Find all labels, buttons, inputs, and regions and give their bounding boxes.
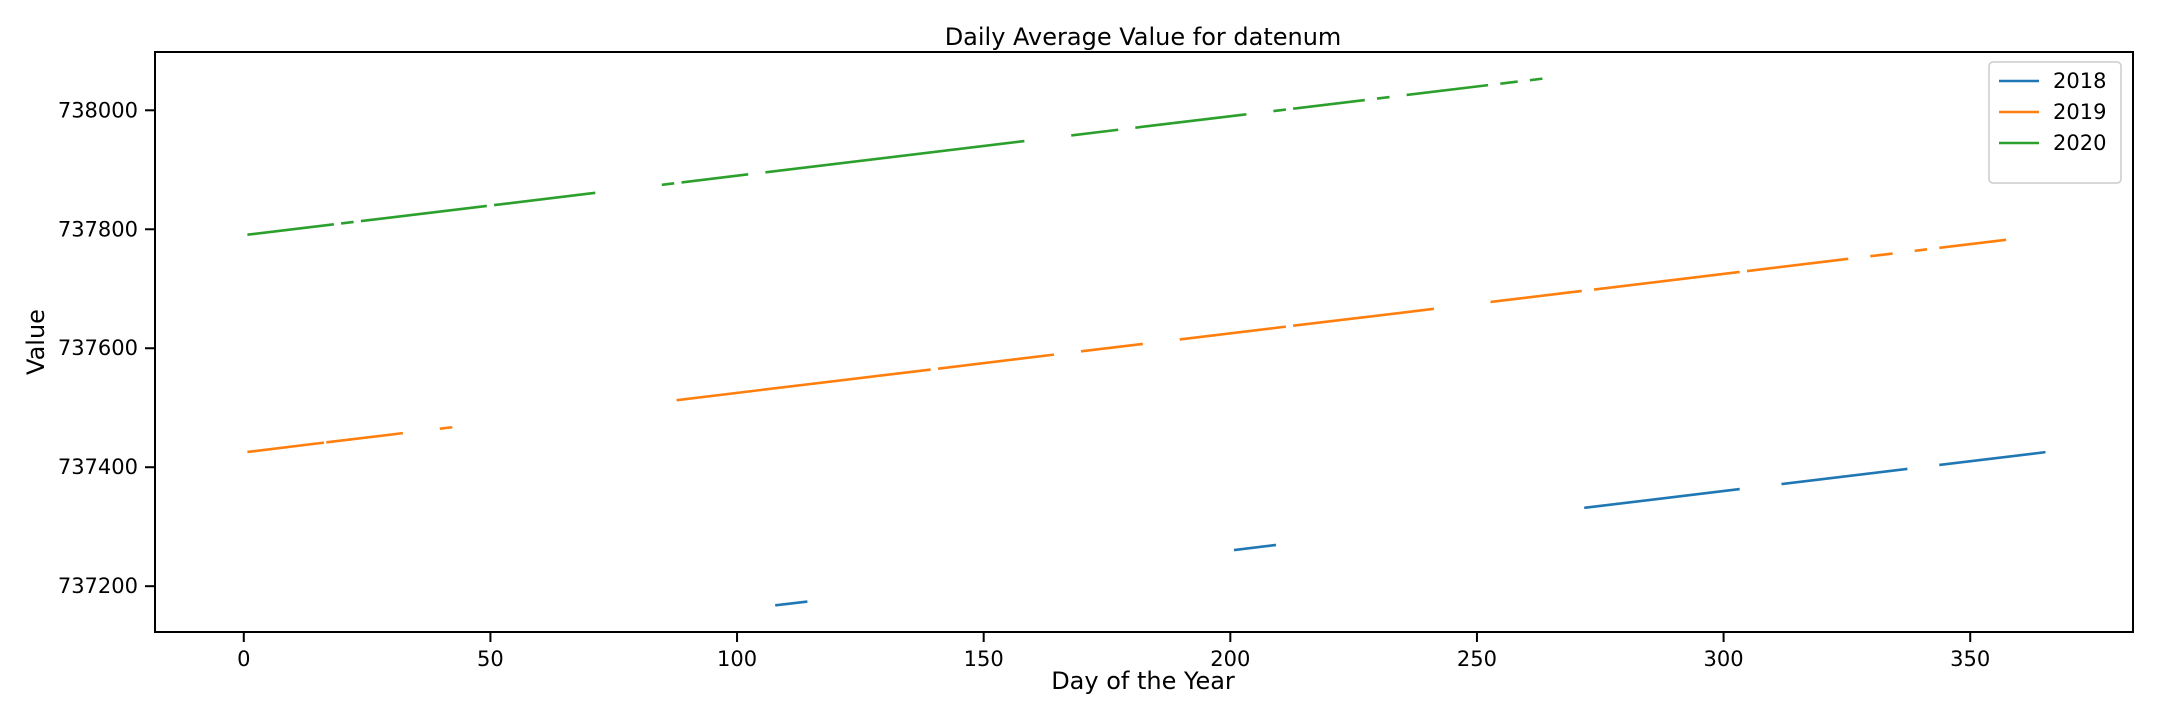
y-tick-label: 737200	[58, 574, 138, 598]
x-tick-label: 150	[964, 647, 1004, 671]
series-2019-line	[676, 368, 931, 402]
series-2019-line	[1939, 238, 2007, 250]
series-2019-line	[1870, 252, 1893, 258]
plot-frame	[154, 51, 2134, 633]
x-axis-label: Day of the Year	[1051, 667, 1235, 695]
series-2020-line	[1376, 95, 1390, 100]
series-2019-line	[937, 353, 1055, 370]
series-2020-line	[1406, 83, 1489, 97]
series-2020-line	[661, 182, 675, 187]
series-2020-line	[765, 139, 1025, 174]
legend-label-2019: 2019	[2053, 100, 2106, 124]
series-2019-line	[1179, 325, 1287, 341]
legend-label-2020: 2020	[2053, 131, 2106, 155]
series-2020-line	[360, 204, 487, 223]
chart-title: Daily Average Value for datenum	[945, 23, 1342, 51]
y-tick-label: 737800	[58, 217, 138, 241]
legend-label-2018: 2018	[2053, 69, 2106, 93]
series-2019-line	[1914, 248, 1928, 253]
series-2019-line	[1593, 270, 1740, 291]
x-tick-label: 300	[1704, 647, 1744, 671]
x-tick-label: 0	[237, 647, 250, 671]
legend-box	[1988, 61, 2122, 184]
series-2020-line	[1529, 77, 1543, 82]
series-2018-line	[1233, 543, 1277, 552]
x-tick-label: 50	[477, 647, 504, 671]
series-2019-line	[1490, 289, 1582, 304]
x-tick-label: 100	[717, 647, 757, 671]
y-tick-label: 737600	[58, 336, 138, 360]
series-2020-line	[1273, 108, 1287, 113]
series-2020-line	[681, 173, 749, 184]
series-2019-line	[1746, 257, 1849, 273]
series-2020-line	[247, 223, 335, 237]
plot-series	[247, 77, 2046, 607]
series-2018-line	[1781, 467, 1908, 486]
series-2020-line	[1071, 128, 1119, 137]
series-2018-line	[1939, 450, 2046, 467]
series-2020-line	[493, 191, 596, 207]
y-tick-label: 737400	[58, 455, 138, 479]
series-2020-line	[1292, 98, 1365, 110]
series-2019-line	[1080, 342, 1143, 353]
x-tick-label: 350	[1950, 647, 1990, 671]
series-2020-line	[340, 220, 354, 225]
y-tick-label: 738000	[58, 98, 138, 122]
x-tick-label: 200	[1210, 647, 1250, 671]
x-tick-label: 250	[1457, 647, 1497, 671]
series-2019-line	[326, 431, 404, 444]
series-2019-line	[1292, 307, 1435, 328]
y-axis-ticks: 737200 737400 737600 737800 738000	[58, 98, 155, 598]
series-2019-line	[247, 441, 325, 454]
series-2020-line	[1500, 80, 1518, 85]
series-2018-line	[775, 600, 808, 607]
series-2020-line	[1135, 113, 1247, 129]
legend: 2018 2019 2020	[1988, 61, 2122, 184]
y-axis-label: Value	[22, 309, 50, 375]
x-axis-ticks: 0 50 100 150 200 250 300 350	[237, 632, 1990, 671]
series-2018-line	[1584, 487, 1740, 510]
series-2019-line	[439, 425, 453, 431]
